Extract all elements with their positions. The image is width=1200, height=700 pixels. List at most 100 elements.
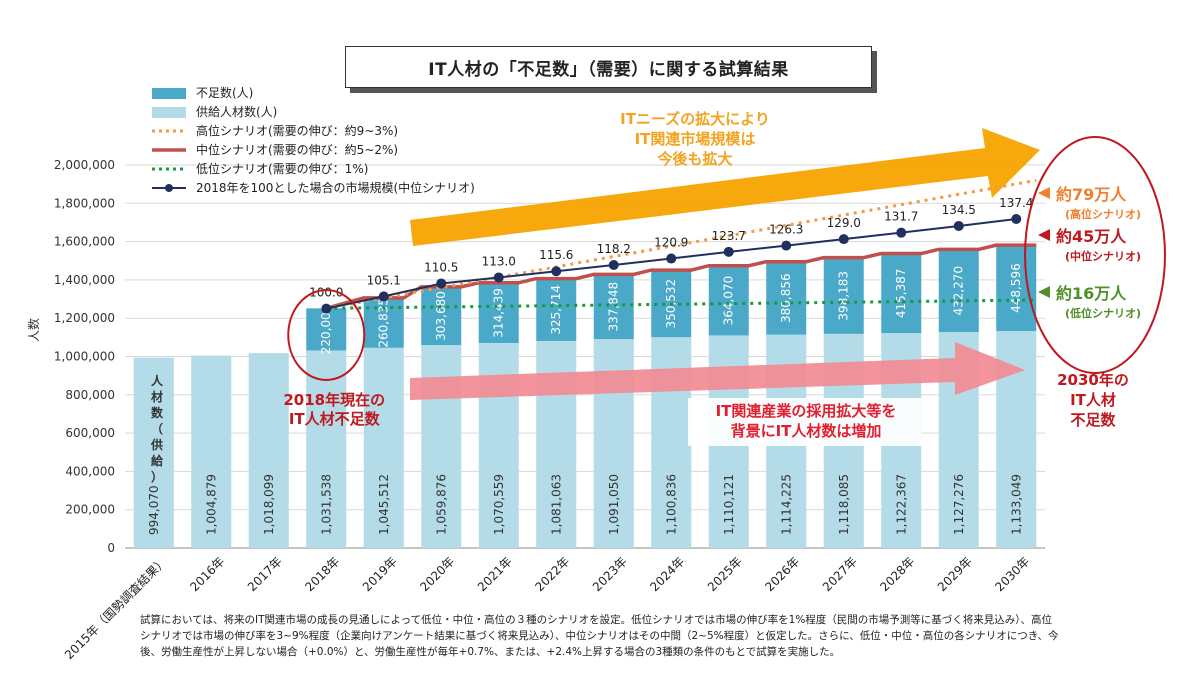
shortage-value-label: 380,856 [779,273,793,323]
low-callout-name: (低位シナリオ) [1065,306,1141,320]
legend-label: 低位シナリオ(需要の伸び：1%) [196,161,368,176]
supply-value-label: 1,018,099 [262,474,276,535]
supply-value-label: 1,118,085 [837,474,851,535]
legend-label: 中位シナリオ(需要の伸び：約5~2%) [196,142,398,157]
shortage-value-label: 260,835 [377,298,391,348]
market-index-point [551,266,562,277]
market-index-label: 110.5 [424,260,458,274]
supply-value-label: 1,114,225 [779,474,793,535]
supply-bar [133,357,174,548]
shortage-bar [708,265,749,336]
y-tick-label: 600,000 [65,426,115,440]
x-tick-label: 2020年 [417,554,457,594]
shortage-bar [766,261,807,335]
market-index-label: 113.0 [482,254,516,268]
market-index-label: 105.1 [367,273,401,287]
y2030-annotation: IT人材 [1070,391,1116,409]
market-index-point [666,253,677,264]
market-index-point [493,272,504,283]
supply-value-label: 1,100,836 [664,474,678,535]
supply-vertical-annotation: ） [151,469,163,484]
shortage-value-label: 314,439 [492,288,506,338]
hiring-text-box [688,398,922,446]
market-index-label: 115.6 [539,248,573,262]
legend-swatch [152,88,186,99]
supply-vertical-annotation: 供 [150,437,163,452]
high-callout-name: (高位シナリオ) [1065,207,1141,221]
supply-value-label: 1,081,063 [549,474,563,535]
shortage-bar [421,286,462,346]
shortage-value-label: 303,680 [434,291,448,341]
supply-value-label: 1,070,559 [492,474,506,535]
supply-vertical-annotation: 給 [151,453,164,468]
shortage-bar [823,257,864,334]
supply-bar [248,353,289,548]
supply-vertical-annotation: 人 [151,373,164,388]
legend-swatch-marker [165,184,173,192]
2018-highlight-ellipse [287,289,366,381]
legend-label: 不足数(人) [196,85,253,100]
hiring-annotation: IT関連産業の採用拡大等を [716,402,897,420]
market-index-label: 129.0 [827,216,861,230]
market-index-point [436,278,447,289]
market-index-label: 126.3 [769,223,803,237]
y-tick-label: 400,000 [65,464,115,478]
mid-callout-value: 約45万人 [1056,227,1127,246]
market-index-point [896,227,907,238]
x-tick-label: 2024年 [647,554,687,594]
shortage-bar [881,253,922,334]
legend-swatch [152,107,186,118]
market-index-point [838,234,849,245]
y-tick-label: 1,800,000 [54,196,115,210]
mid-scenario-line [325,243,1037,311]
supply-value-label: 1,127,276 [952,474,966,535]
x-tick-label: 2022年 [532,554,572,594]
supply-vertical-annotation: （ [151,421,163,436]
market-index-label: 118.2 [597,242,631,256]
market-index-label: 120.9 [654,236,688,250]
market-index-point [321,303,332,314]
hiring-arrow [410,342,1025,400]
market-index-point [781,240,792,251]
legend-label: 高位シナリオ(需要の伸び：約9~3%) [196,123,398,138]
market-index-label: 100.0 [309,286,343,300]
x-tick-label: 2021年 [475,554,515,594]
y2030-annotation: 2030年の [1057,371,1129,389]
mid-callout-name: (中位シナリオ) [1065,249,1141,263]
it-needs-annotation: 今後も拡大 [656,150,732,168]
market-index-label: 131.7 [884,210,918,224]
market-index-point [723,246,734,257]
shortage-value-label: 220,000 [319,305,333,355]
y-axis-label: 人数 [26,318,41,342]
y2030-annotation: 不足数 [1070,411,1116,429]
shortage-value-label: 364,070 [722,276,736,326]
market-index-label: 134.5 [942,203,976,217]
supply-value-label: 994,070 [147,485,161,535]
y-tick-label: 0 [107,541,115,555]
footnote: 試算においては、将来のIT関連市場の成長の見通しによって低位・中位・高位の３種の… [140,614,1059,658]
y-tick-label: 200,000 [65,503,115,517]
supply-value-label: 1,004,879 [204,474,218,535]
mid-callout-marker [1038,229,1050,241]
market-index-label: 123.7 [712,229,746,243]
y-tick-label: 1,000,000 [54,350,115,364]
shortage-value-label: 432,270 [952,266,966,316]
x-tick-label: 2029年 [935,554,975,594]
x-tick-label: 2017年 [245,554,285,594]
y-tick-label: 1,600,000 [54,235,115,249]
shortage-value-label: 325,714 [549,285,563,335]
x-tick-label: 2026年 [762,554,802,594]
market-index-point [608,260,619,271]
x-tick-label: 2030年 [992,554,1032,594]
x-tick-label: 2023年 [590,554,630,594]
it-needs-arrow [410,128,1040,246]
x-tick-label: 2016年 [187,554,227,594]
market-index-point [378,291,389,302]
it-needs-annotation: ITニーズの拡大により [620,110,770,128]
y-tick-label: 2,000,000 [54,158,115,172]
x-tick-label: 2019年 [360,554,400,594]
supply-bar [306,350,347,548]
supply-vertical-annotation: 材 [150,389,163,404]
hiring-annotation: 背景にIT人材数は増加 [731,422,882,440]
